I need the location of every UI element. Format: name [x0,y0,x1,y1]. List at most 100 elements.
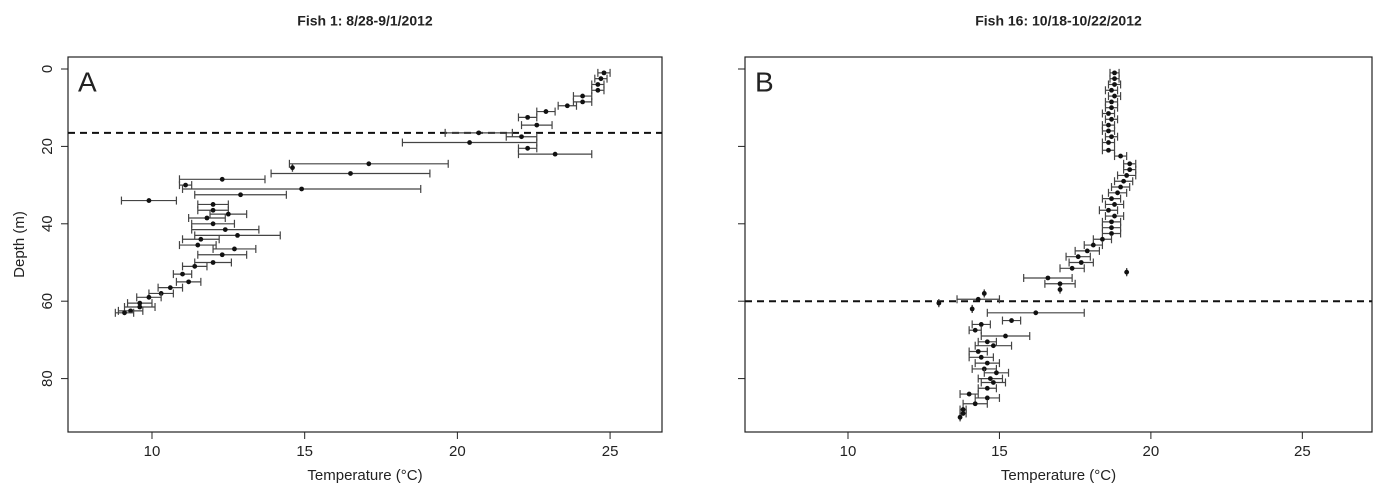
point [222,227,228,233]
y-tick-label: 0 [39,65,56,73]
point [1118,184,1123,190]
point [580,99,585,105]
point [1009,318,1014,323]
panel: Fish 16: 10/18-10/22/2012 B 10 15 20 25 Temper… [738,13,1373,484]
point [1109,99,1114,105]
point [183,182,188,188]
point [595,87,601,93]
panel: Fish 1: 8/28-9/1/2012 A 10 15 20 25 0 20 40 60 80 T… [11,13,663,484]
point [192,263,198,269]
point [1106,122,1111,128]
x-tick-label: 10 [144,443,161,460]
point [348,171,353,176]
point [1112,93,1117,99]
x-tick-label: 15 [991,443,1008,460]
point [1109,231,1114,236]
point [1109,87,1114,93]
point [210,202,216,207]
point [1112,82,1117,87]
point [476,130,482,136]
point [984,360,990,366]
point [235,233,240,238]
point [960,407,966,412]
point [137,300,143,306]
point [1112,70,1117,76]
panel-label: B [755,66,774,97]
point [1109,105,1114,111]
point [128,308,134,314]
point [1033,310,1039,316]
point [984,385,990,391]
point [1084,248,1090,254]
point [1106,128,1111,134]
point [1090,242,1096,248]
point [601,70,607,76]
point [990,343,996,349]
point [146,198,152,203]
x-tick-label: 25 [1294,443,1311,460]
point [1115,190,1120,196]
point [204,215,210,221]
point [552,151,558,157]
point [1075,254,1081,260]
point [525,114,531,120]
point [957,414,963,420]
point [219,176,225,182]
point [1078,260,1084,265]
plot-frame [744,56,1373,433]
point [186,279,192,285]
point [1121,178,1127,184]
y-tick-label: 40 [39,215,56,232]
point [972,401,978,407]
point [990,380,996,385]
point [1109,219,1114,225]
point [146,294,152,300]
point [975,349,981,354]
point [1127,161,1133,167]
point [290,165,295,171]
x-tick-label: 10 [840,443,857,460]
point [232,246,237,252]
point [1106,111,1111,116]
point [238,192,243,198]
x-tick-label: 20 [1143,443,1160,460]
point [1109,196,1114,202]
point [960,411,966,416]
point [978,322,984,327]
point [972,327,978,333]
x-tick-label: 20 [449,443,466,460]
panel-label: A [78,66,97,97]
point [1109,116,1114,122]
panel-title: Fish 1: 8/28-9/1/2012 [297,13,433,29]
point [598,76,604,82]
point [1124,269,1130,275]
y-axis-label: Depth (m) [11,211,28,278]
point [225,211,231,217]
point [299,186,305,192]
point [981,291,987,296]
point [564,103,570,109]
point [1112,213,1117,219]
point [936,300,942,306]
point [984,395,990,401]
point [1003,333,1008,339]
point [1069,265,1075,271]
point [543,109,549,114]
point [966,391,972,397]
y-tick-label: 80 [39,370,56,387]
point [1112,76,1117,82]
x-axis-label: Temperature (°C) [1001,467,1116,484]
point [1112,202,1117,207]
y-tick-label: 20 [39,138,56,155]
point [210,260,216,265]
point [1118,153,1123,159]
point [167,285,173,291]
point [1106,207,1111,213]
point [1106,140,1111,145]
x-axis-label: Temperature (°C) [307,467,422,484]
point [1057,287,1063,292]
y-tick-label: 60 [39,293,56,310]
x-tick-label: 25 [602,443,619,460]
point [219,252,225,258]
